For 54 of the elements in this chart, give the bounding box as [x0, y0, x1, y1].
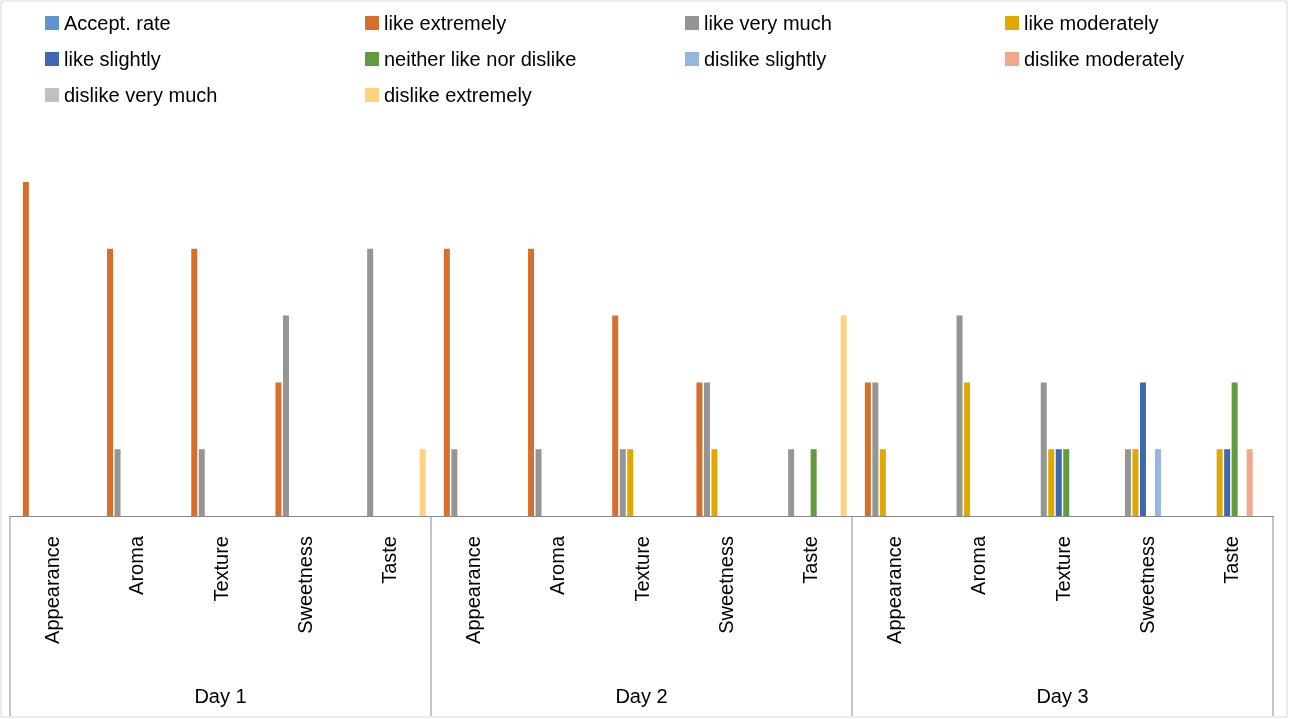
bar: [1055, 449, 1062, 516]
bar: [22, 182, 29, 516]
bar: [1231, 382, 1238, 516]
bar: [1154, 449, 1161, 516]
bar: [443, 248, 450, 516]
x-tick-label: Appearance: [41, 536, 64, 644]
x-tick-label: Texture: [209, 536, 232, 602]
bar: [1048, 449, 1055, 516]
legend-label: like slightly: [64, 48, 161, 70]
x-tick-label: Aroma: [546, 535, 569, 595]
text: Day 3: [1036, 685, 1089, 707]
bar: [696, 382, 703, 516]
bar: [1224, 449, 1231, 516]
x-tick-label: Appearance: [462, 536, 485, 644]
bar: [1132, 449, 1139, 516]
text: Day 2: [615, 685, 668, 707]
x-tick-label: Sweetness: [293, 536, 316, 634]
x-tick-label: Taste: [1219, 536, 1242, 584]
legend-label: like moderately: [1024, 12, 1159, 34]
bar: [840, 315, 847, 516]
bar: [1139, 382, 1146, 516]
bar: [711, 449, 718, 516]
legend-label: like extremely: [384, 12, 507, 34]
x-tick-label: Sweetness: [1135, 536, 1158, 634]
x-tick-label: Sweetness: [714, 536, 737, 634]
bar: [627, 449, 634, 516]
bar: [107, 248, 114, 516]
legend-label: Accept. rate: [64, 12, 171, 34]
bar: [1216, 449, 1223, 516]
legend-label: dislike extremely: [384, 84, 532, 106]
x-tick-label: Texture: [1051, 536, 1074, 602]
legend-label: dislike moderately: [1024, 48, 1185, 70]
bar: [964, 382, 971, 516]
bar: [879, 449, 886, 516]
bar: [1063, 449, 1070, 516]
bar: [864, 382, 871, 516]
x-tick-label: Taste: [798, 536, 821, 584]
bar: [191, 248, 198, 516]
x-tick-label: Aroma: [125, 535, 148, 595]
text: Day 1: [194, 685, 247, 707]
bar: [810, 449, 817, 516]
x-tick-label: Taste: [377, 536, 400, 584]
x-tick-label: Texture: [630, 536, 653, 602]
legend-label: like very much: [704, 12, 832, 34]
legend-label: dislike very much: [64, 84, 218, 106]
bar: [612, 315, 619, 516]
bar: [1246, 449, 1253, 516]
bar: [528, 248, 535, 516]
x-tick-label: Aroma: [967, 535, 990, 595]
bar: [419, 449, 426, 516]
legend-label: dislike slightly: [704, 48, 827, 70]
x-tick-label: Appearance: [883, 536, 906, 644]
bar: [275, 382, 282, 516]
legend-label: neither like nor dislike: [384, 48, 577, 70]
